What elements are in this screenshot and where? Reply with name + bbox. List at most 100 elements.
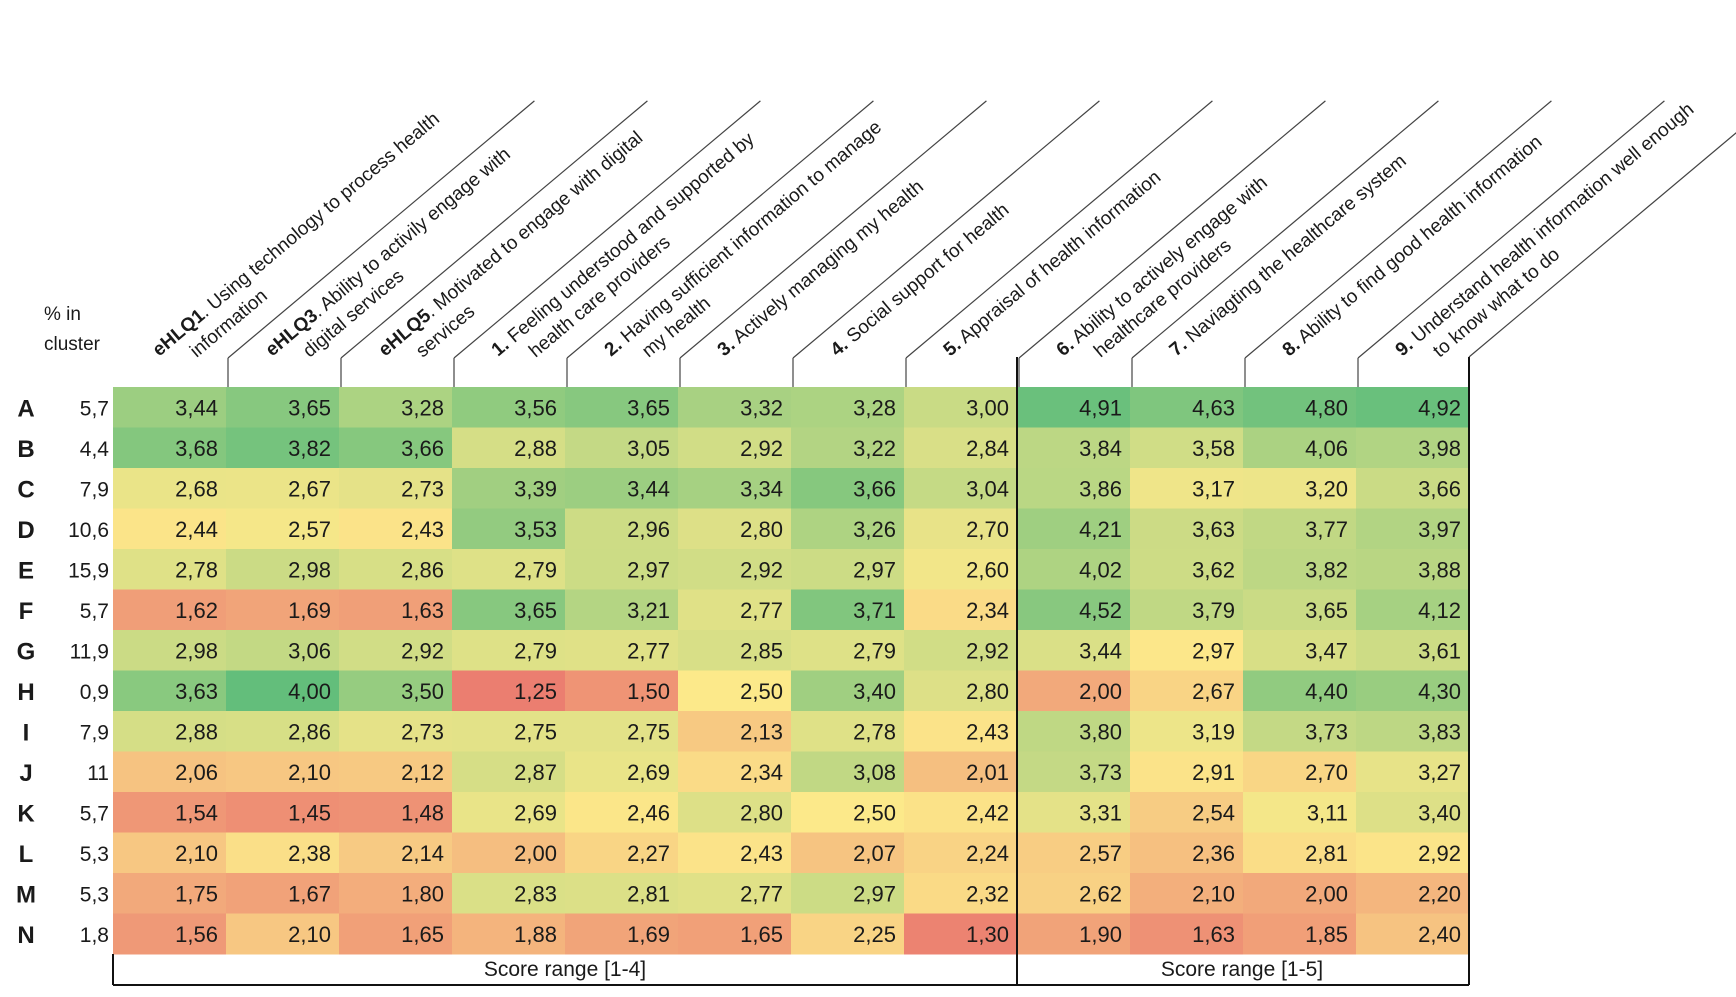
cell-value-label: 4,00	[288, 679, 331, 704]
heatmap-cell	[339, 468, 453, 509]
heatmap-cell	[1130, 589, 1244, 631]
heatmap-cell	[678, 508, 792, 550]
heatmap-cell	[452, 670, 566, 712]
frame-lines	[112, 132, 1736, 986]
heatmap-cell	[904, 670, 1018, 712]
heatmap-cell	[565, 508, 679, 550]
cell-value-label: 2,57	[1079, 841, 1122, 866]
heatmap-cell	[226, 468, 340, 509]
cluster-percent-value: 11	[87, 762, 109, 785]
heatmap-cell	[113, 670, 227, 712]
cell-value-label: 4,30	[1418, 679, 1461, 704]
cell-value-label: 2,97	[853, 557, 896, 582]
cell-value-label: 3,22	[853, 436, 896, 461]
cell-value-label: 1,80	[401, 881, 444, 906]
heatmap-cell	[1017, 468, 1131, 509]
cell-value-label: 1,85	[1305, 922, 1348, 947]
cell-value-label: 3,44	[627, 476, 670, 501]
cell-value-label: 2,40	[1418, 922, 1461, 947]
column-headers: eHLQ1. Using technology to process healt…	[149, 99, 1698, 387]
cell-value-label: 3,84	[1079, 436, 1122, 461]
cluster-row-label: N	[17, 922, 34, 949]
heatmap-cell	[1243, 792, 1357, 833]
heatmap-cell	[1243, 832, 1357, 874]
cell-value-label: 2,32	[966, 881, 1009, 906]
cell-value-label: 3,47	[1305, 638, 1348, 663]
heatmap-cell	[904, 549, 1018, 590]
header-divider-slant	[905, 100, 1213, 359]
heatmap-cell	[904, 873, 1018, 914]
heatmap-cell	[904, 913, 1018, 955]
cell-value-label: 4,63	[1192, 395, 1235, 420]
heatmap-cell	[339, 427, 453, 469]
cell-value-label: 2,86	[288, 719, 331, 744]
heatmap-cell	[565, 427, 679, 469]
heatmap-cell	[904, 630, 1018, 671]
heatmap-cell	[339, 832, 453, 874]
cell-value-label: 2,42	[966, 800, 1009, 825]
heatmap-cell	[565, 589, 679, 631]
cell-value-label: 2,80	[966, 679, 1009, 704]
heatmap-cell	[226, 792, 340, 833]
cell-value-label: 2,10	[1192, 881, 1235, 906]
cell-value-label: 3,97	[1418, 517, 1461, 542]
heatmap-cell	[1130, 873, 1244, 914]
cell-value-label: 2,54	[1192, 800, 1235, 825]
cell-value-label: 2,01	[966, 760, 1009, 785]
header-divider-slant	[1357, 100, 1665, 359]
cell-value-label: 3,04	[966, 476, 1009, 501]
cell-value-label: 3,40	[853, 679, 896, 704]
cell-value-label: 2,12	[401, 760, 444, 785]
header-divider-slant	[1018, 100, 1326, 359]
heatmap-cell	[113, 792, 227, 833]
heatmap-cell	[1356, 670, 1470, 712]
header-divider-slant	[453, 100, 761, 359]
heatmap-cell	[226, 751, 340, 793]
heatmap-cell	[678, 427, 792, 469]
heatmap-cell	[339, 508, 453, 550]
cell-value-label: 2,88	[514, 436, 557, 461]
heatmap-cell	[678, 832, 792, 874]
heatmap-cell	[904, 508, 1018, 550]
cell-value-label: 2,98	[175, 638, 218, 663]
cell-value-label: 2,83	[514, 881, 557, 906]
heatmap-cell	[791, 751, 905, 793]
heatmap-cell	[791, 832, 905, 874]
heatmap-cell	[452, 792, 566, 833]
cell-value-label: 2,43	[966, 719, 1009, 744]
heatmap-cell	[565, 913, 679, 955]
heatmap-cell	[904, 468, 1018, 509]
heatmap-cell	[565, 751, 679, 793]
heatmap-cell	[339, 873, 453, 914]
heatmap-cell	[678, 711, 792, 752]
cluster-percent-value: 1,8	[80, 924, 109, 947]
heatmap-cell	[452, 549, 566, 590]
heatmap-cell	[1243, 913, 1357, 955]
heatmap-cell	[678, 387, 792, 428]
heatmap-cell	[1356, 751, 1470, 793]
heatmap-cell	[565, 792, 679, 833]
column-header-title: . Ability to activily engage with	[309, 144, 515, 322]
cell-value-label: 1,69	[288, 598, 331, 623]
heatmap-cell	[113, 832, 227, 874]
cell-value-label: 3,73	[1079, 760, 1122, 785]
heatmap-cell	[1243, 427, 1357, 469]
cell-value-label: 3,65	[1305, 598, 1348, 623]
header-divider-slant	[566, 100, 874, 359]
heatmap-cell	[678, 913, 792, 955]
cluster-percent-header: % in cluster	[44, 300, 100, 360]
heatmap-cell	[1356, 549, 1470, 590]
cell-value-label: 3,77	[1305, 517, 1348, 542]
heatmap-cell	[226, 913, 340, 955]
cell-value-label: 2,67	[288, 476, 331, 501]
cell-value-label: 2,00	[1305, 881, 1348, 906]
heatmap-cell	[226, 387, 340, 428]
cell-value-label: 1,54	[175, 800, 218, 825]
cell-value-label: 1,45	[288, 800, 331, 825]
heatmap-cell	[1130, 670, 1244, 712]
cell-value-label: 2,75	[514, 719, 557, 744]
cluster-percent-value: 4,4	[80, 438, 110, 461]
heatmap-cell	[791, 468, 905, 509]
